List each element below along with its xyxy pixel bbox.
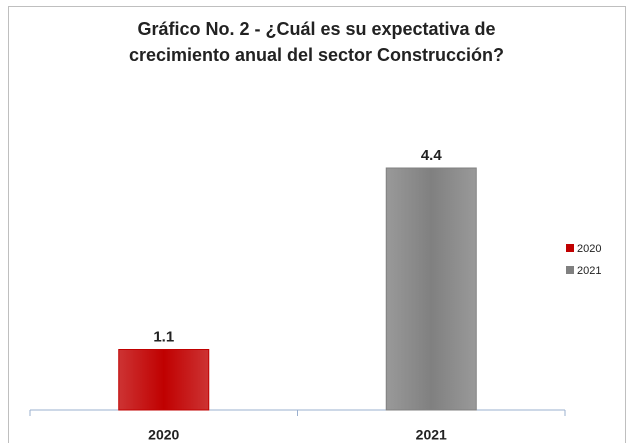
chart-title: Gráfico No. 2 - ¿Cuál es su expectativa … — [128, 19, 505, 65]
x-tick-label: 2021 — [416, 427, 447, 443]
data-label: 4.4 — [421, 147, 443, 164]
bar — [385, 167, 477, 411]
legend-swatch — [566, 266, 574, 274]
x-tick-label: 2020 — [148, 427, 179, 443]
bar — [118, 349, 210, 411]
chart-border — [8, 6, 626, 443]
data-label: 1.1 — [153, 328, 174, 345]
legend-label: 2020 — [577, 243, 601, 255]
legend-label: 2021 — [577, 265, 601, 277]
legend-swatch — [566, 244, 574, 252]
